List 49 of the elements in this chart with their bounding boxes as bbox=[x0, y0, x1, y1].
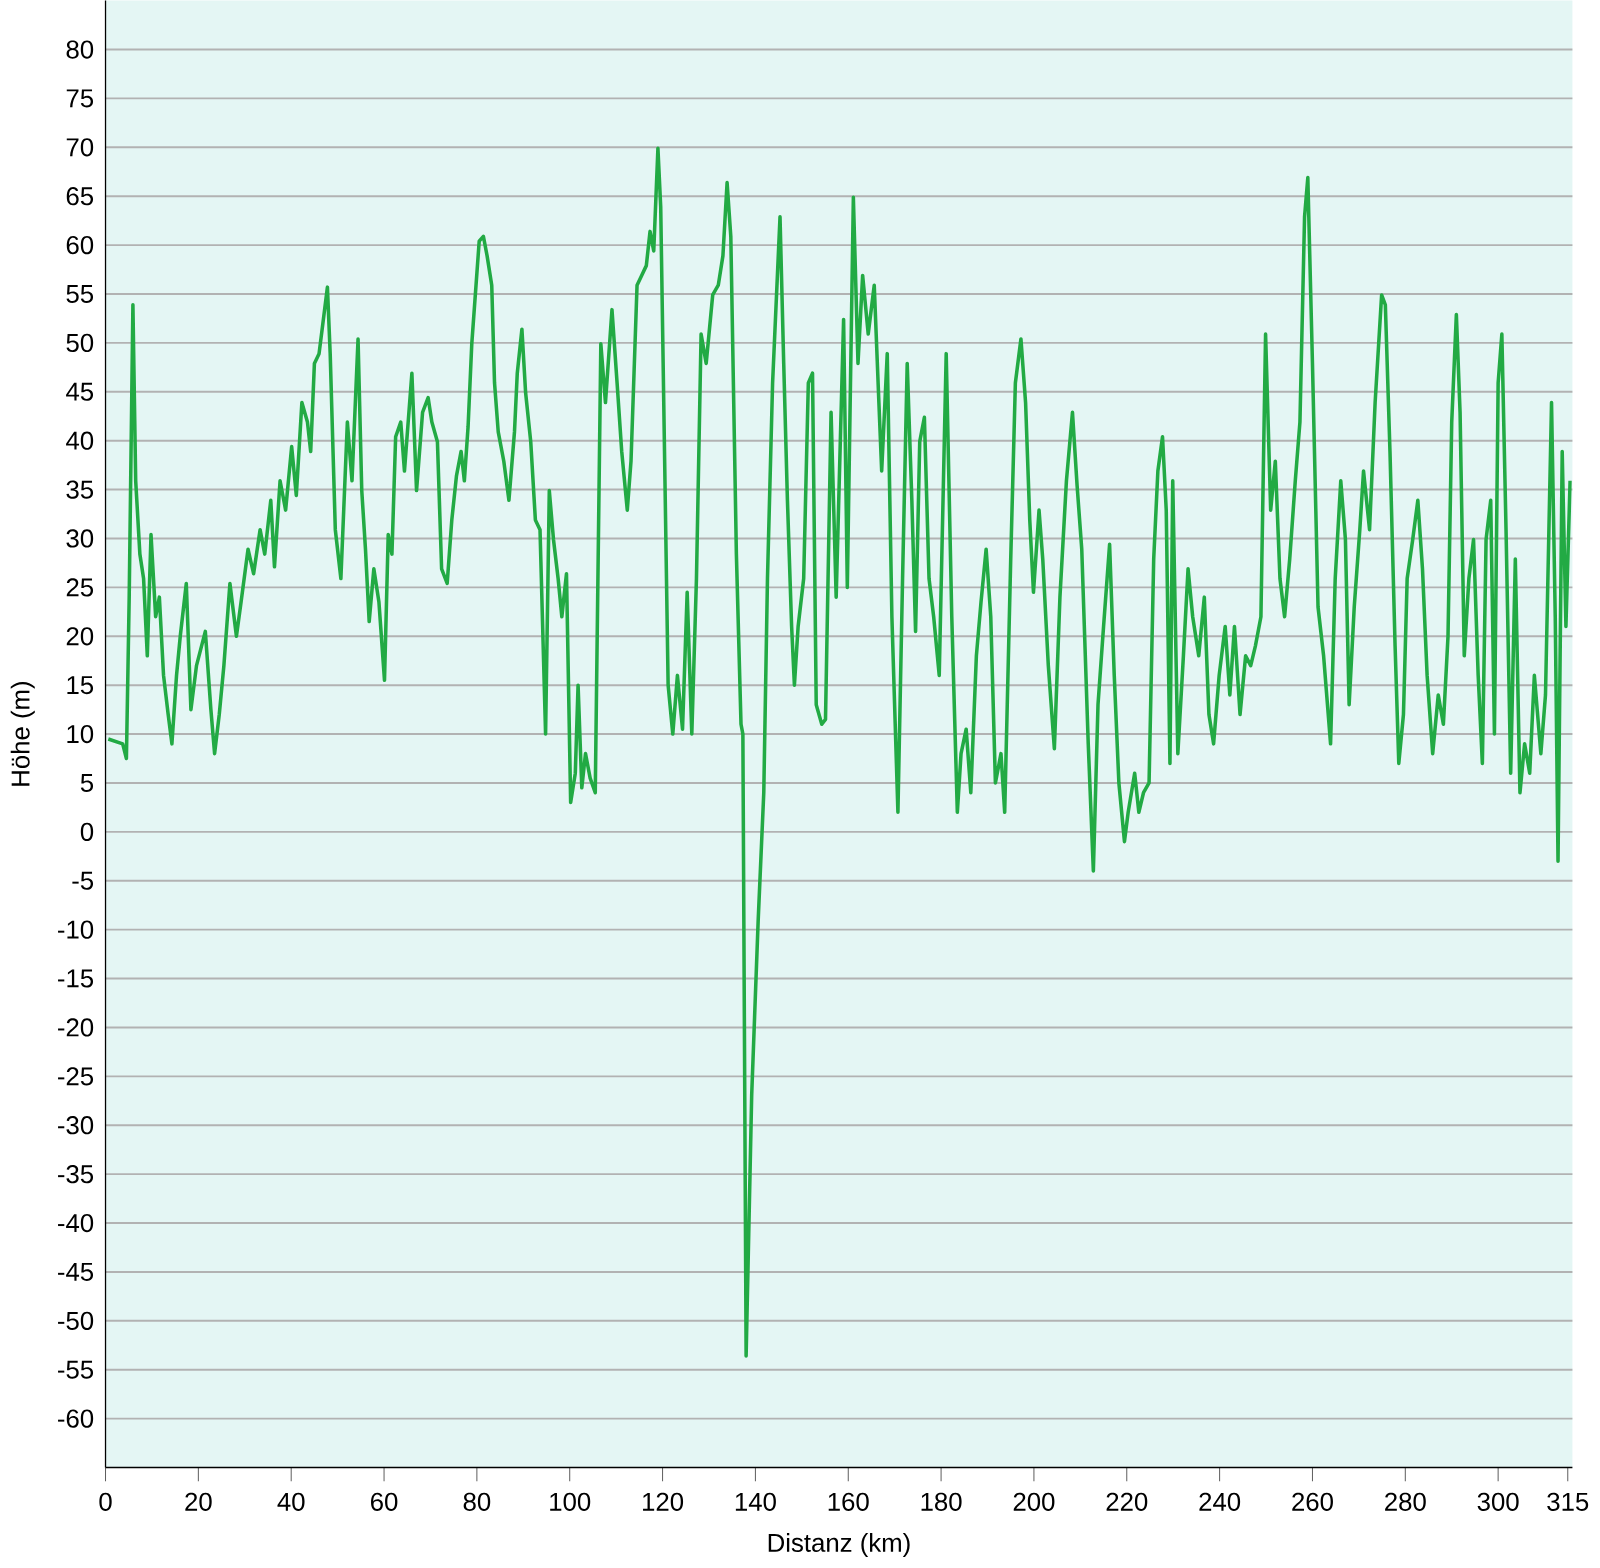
x-tick-label: 200 bbox=[1013, 1492, 1055, 1512]
y-tick-label: 25 bbox=[66, 578, 94, 597]
y-tick-label: 60 bbox=[66, 236, 94, 255]
y-tick-label: -20 bbox=[58, 1018, 94, 1037]
y-tick-label: 55 bbox=[66, 285, 94, 304]
x-tick-label: 120 bbox=[643, 1492, 684, 1512]
x-tick-label: 220 bbox=[1106, 1492, 1148, 1512]
x-tick-label: 60 bbox=[371, 1492, 398, 1512]
line-series bbox=[106, 146, 1572, 1358]
y-tick-label: 40 bbox=[66, 431, 94, 450]
x-tick-label: 180 bbox=[921, 1492, 962, 1512]
y-tick-label: 30 bbox=[66, 529, 94, 548]
y-tick-label: -55 bbox=[58, 1360, 94, 1379]
x-tick-label: 100 bbox=[550, 1492, 591, 1512]
y-tick-label: 15 bbox=[67, 676, 94, 695]
x-tick-label: 20 bbox=[185, 1492, 212, 1512]
y-tick-label: -40 bbox=[58, 1214, 94, 1233]
y-tick-label: 80 bbox=[66, 40, 94, 59]
x-axis-title: Distanz (km) bbox=[768, 1533, 910, 1558]
x-tick-label: 140 bbox=[735, 1492, 776, 1512]
y-tick-label: 75 bbox=[66, 89, 94, 108]
x-tick-label: 240 bbox=[1199, 1492, 1241, 1512]
y-tick-label: 35 bbox=[66, 480, 94, 499]
y-tick-label: 50 bbox=[66, 333, 94, 353]
y-tick-label: 45 bbox=[66, 382, 94, 401]
x-tick-label: 0 bbox=[99, 1492, 112, 1512]
y-tick-label: 10 bbox=[67, 725, 94, 744]
x-tick-label: 260 bbox=[1292, 1492, 1333, 1512]
y-tick-label: -25 bbox=[58, 1067, 94, 1086]
y-tick-label: 65 bbox=[66, 187, 94, 206]
y-tick-label: -50 bbox=[58, 1311, 94, 1331]
y-tick-label: -35 bbox=[58, 1165, 94, 1184]
y-tick-label: -15 bbox=[58, 969, 94, 988]
y-tick-label: 5 bbox=[80, 774, 94, 793]
y-tick-label: -10 bbox=[58, 920, 94, 939]
x-tick-label: 280 bbox=[1385, 1492, 1426, 1512]
y-tick-label: 0 bbox=[80, 822, 94, 842]
y-tick-label: -30 bbox=[58, 1116, 94, 1135]
x-tick-label: 80 bbox=[463, 1492, 491, 1512]
y-tick-label: -60 bbox=[58, 1409, 94, 1428]
y-tick-label: -45 bbox=[58, 1263, 94, 1282]
x-tick-label: 315 bbox=[1547, 1492, 1589, 1512]
x-tick-label: 300 bbox=[1477, 1492, 1519, 1512]
x-tick-label: 40 bbox=[277, 1492, 305, 1512]
y-tick-label: 20 bbox=[66, 627, 94, 646]
y-tick-label: -5 bbox=[72, 871, 94, 890]
y-tick-label: 70 bbox=[66, 138, 94, 157]
y-axis-title: Höhe (m) bbox=[10, 682, 35, 786]
x-tick-label: 160 bbox=[828, 1492, 869, 1512]
